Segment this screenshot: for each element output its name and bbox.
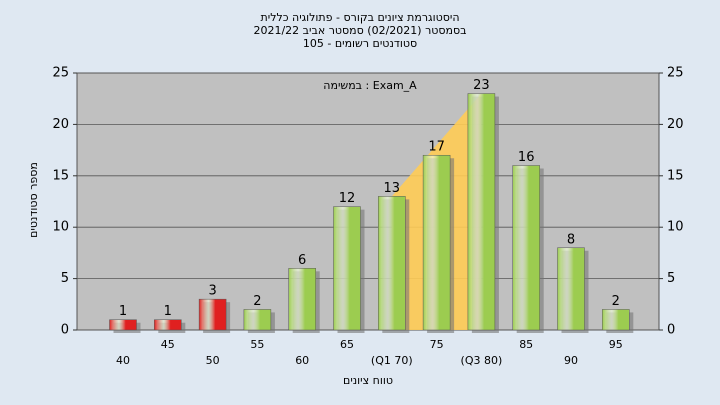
value-label: 23 — [473, 78, 490, 93]
chart-subtitle: בסמסטר (02/2021) סמסטר אביב 2021/22 — [253, 24, 466, 37]
value-label: 1 — [164, 304, 172, 319]
y-tick-label: 15 — [52, 168, 69, 183]
x-tick-label: 55 — [250, 338, 264, 351]
value-label: 17 — [428, 140, 445, 155]
x-tick-label: (Q1 70) — [371, 354, 413, 367]
chart-title: היסטוגרמת ציונים בקורס - פתולוגיה כללית — [261, 11, 460, 24]
value-label: 1 — [119, 304, 127, 319]
value-label: 6 — [298, 253, 306, 268]
x-tick-label: 95 — [609, 338, 623, 351]
chart-subtitle: סטודנטים רשומים - 105 — [303, 37, 417, 50]
x-tick-label: 45 — [161, 338, 175, 351]
y-tick-label: 10 — [52, 220, 69, 235]
x-tick-label: 50 — [206, 354, 220, 367]
bar — [378, 196, 406, 331]
bar — [288, 268, 316, 331]
x-tick-label: 65 — [340, 338, 354, 351]
bar — [333, 206, 361, 331]
y-tick-label: 20 — [52, 117, 69, 132]
y2-tick-label: 10 — [667, 220, 684, 235]
y-tick-label: 5 — [61, 271, 69, 286]
y2-tick-label: 20 — [667, 117, 684, 132]
y2-tick-label: 25 — [667, 66, 684, 81]
y2-tick-label: 0 — [667, 323, 675, 338]
bar — [602, 309, 630, 331]
bar — [512, 165, 540, 331]
y-tick-label: 0 — [61, 323, 69, 338]
x-tick-label: 40 — [116, 354, 130, 367]
x-tick-label: 75 — [430, 338, 444, 351]
x-axis-label: טווח ציונים — [343, 374, 393, 387]
y2-tick-label: 15 — [667, 168, 684, 183]
value-label: 2 — [253, 294, 261, 309]
x-tick-label: 60 — [295, 354, 309, 367]
bar — [422, 154, 451, 331]
bar — [557, 247, 585, 331]
annotation: במשימה : Exam_A — [323, 79, 417, 92]
bar — [467, 93, 496, 331]
x-tick-label: 85 — [519, 338, 533, 351]
value-label: 8 — [567, 232, 575, 247]
bar — [243, 309, 272, 331]
value-label: 2 — [612, 294, 620, 309]
y-axis-label: מספר סטודנטים — [27, 162, 40, 238]
x-tick-label: (Q3 80) — [461, 354, 503, 367]
value-label: 13 — [384, 181, 401, 196]
y-tick-label: 25 — [52, 66, 69, 81]
value-label: 12 — [339, 191, 356, 206]
y2-tick-label: 5 — [667, 271, 675, 286]
bar — [198, 298, 227, 331]
bar — [109, 319, 137, 331]
value-label: 3 — [208, 284, 216, 299]
value-label: 16 — [518, 150, 535, 165]
x-tick-label: 90 — [564, 354, 578, 367]
bar — [154, 319, 182, 331]
